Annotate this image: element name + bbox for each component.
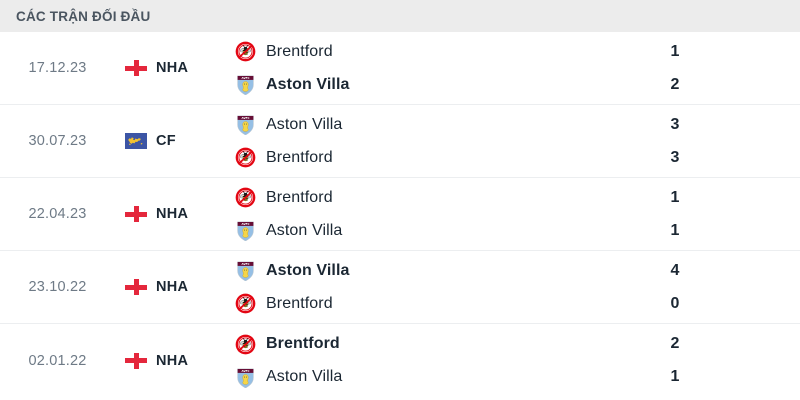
home-score: 2	[670, 335, 680, 352]
england-flag-icon	[125, 206, 147, 222]
home-team-line: AVFC Aston Villa	[235, 260, 640, 282]
match-row[interactable]: 17.12.23 NHA Brentford AVFC Aston Villa 1 2	[0, 32, 800, 105]
brentford-crest-icon	[235, 293, 256, 314]
brentford-crest-icon	[235, 187, 256, 208]
england-flag-icon	[125, 279, 147, 295]
svg-text:AVFC: AVFC	[242, 369, 250, 373]
aston-villa-crest-icon: AVFC	[235, 260, 256, 282]
match-date: 02.01.22	[28, 352, 87, 369]
aston-villa-crest-icon: AVFC	[235, 114, 256, 136]
teams-cell: AVFC Aston Villa Brentford	[220, 260, 640, 315]
home-team-line: Brentford	[235, 41, 640, 63]
match-date: 17.12.23	[28, 60, 87, 76]
brentford-crest-icon	[235, 147, 256, 168]
competition-cell: NHA	[115, 206, 220, 222]
brentford-crest-icon	[235, 41, 256, 62]
match-row[interactable]: 23.10.22 NHA AVFC Aston Villa Brentford 4 0	[0, 251, 800, 324]
away-score: 2	[670, 75, 680, 93]
teams-cell: Brentford AVFC Aston Villa	[220, 41, 640, 96]
away-team-line: AVFC Aston Villa	[235, 74, 640, 96]
teams-cell: Brentford AVFC Aston Villa	[220, 333, 640, 388]
competition-label: NHA	[156, 206, 189, 222]
teams-cell: Brentford AVFC Aston Villa	[220, 187, 640, 242]
away-score: 1	[670, 221, 680, 239]
aston-villa-crest-icon: AVFC	[235, 367, 256, 388]
competition-cell: CF	[115, 133, 220, 149]
match-date: 23.10.22	[28, 279, 87, 295]
away-team-line: Brentford	[235, 147, 640, 169]
aston-villa-crest-icon: AVFC	[235, 220, 256, 242]
away-team-name[interactable]: Aston Villa	[266, 368, 343, 385]
home-score: 1	[670, 42, 680, 60]
section-header: CÁC TRẬN ĐỐI ĐẦU	[0, 0, 800, 32]
svg-text:AVFC: AVFC	[242, 116, 250, 120]
svg-text:AVFC: AVFC	[242, 262, 250, 266]
match-list: 17.12.23 NHA Brentford AVFC Aston Villa 1 2…	[0, 32, 800, 397]
away-score: 3	[670, 148, 680, 166]
teams-cell: AVFC Aston Villa Brentford	[220, 114, 640, 169]
competition-label: NHA	[156, 60, 189, 76]
away-team-line: AVFC Aston Villa	[235, 366, 640, 388]
match-row[interactable]: 30.07.23 CF AVFC Aston Villa Bre	[0, 105, 800, 178]
competition-label: CF	[156, 133, 176, 149]
home-team-name[interactable]: Brentford	[266, 42, 333, 60]
home-score: 4	[670, 261, 680, 279]
match-row[interactable]: 02.01.22 NHA Brentford AVFC Aston Villa 2 1	[0, 324, 800, 397]
competition-label: NHA	[156, 352, 189, 369]
competition-cell: NHA	[115, 60, 220, 76]
match-date: 30.07.23	[28, 133, 87, 149]
home-team-line: AVFC Aston Villa	[235, 114, 640, 136]
competition-cell: NHA	[115, 352, 220, 369]
away-team-line: AVFC Aston Villa	[235, 220, 640, 242]
page-title: CÁC TRẬN ĐỐI ĐẦU	[16, 8, 151, 24]
away-team-line: Brentford	[235, 293, 640, 315]
away-team-name[interactable]: Aston Villa	[266, 221, 343, 239]
home-score: 3	[670, 115, 680, 133]
competition-cell: NHA	[115, 279, 220, 295]
england-flag-icon	[125, 60, 147, 76]
match-row[interactable]: 22.04.23 NHA Brentford AVFC Aston Villa 1 1	[0, 178, 800, 251]
home-team-name[interactable]: Brentford	[266, 188, 333, 206]
home-team-name[interactable]: Aston Villa	[266, 115, 343, 133]
home-team-name[interactable]: Aston Villa	[266, 261, 350, 279]
away-team-name[interactable]: Brentford	[266, 148, 333, 166]
home-score: 1	[670, 188, 680, 206]
aston-villa-crest-icon: AVFC	[235, 74, 256, 96]
club-friendly-globe-icon	[125, 133, 147, 149]
away-score: 0	[670, 294, 680, 312]
away-team-name[interactable]: Aston Villa	[266, 75, 350, 93]
home-team-line: Brentford	[235, 333, 640, 355]
home-team-name[interactable]: Brentford	[266, 335, 340, 352]
brentford-crest-icon	[235, 334, 256, 355]
match-date: 22.04.23	[28, 206, 87, 222]
england-flag-icon	[125, 352, 147, 369]
away-team-name[interactable]: Brentford	[266, 294, 333, 312]
svg-text:AVFC: AVFC	[242, 76, 250, 80]
svg-text:AVFC: AVFC	[242, 222, 250, 226]
competition-label: NHA	[156, 279, 189, 295]
home-team-line: Brentford	[235, 187, 640, 209]
away-score: 1	[670, 368, 680, 385]
